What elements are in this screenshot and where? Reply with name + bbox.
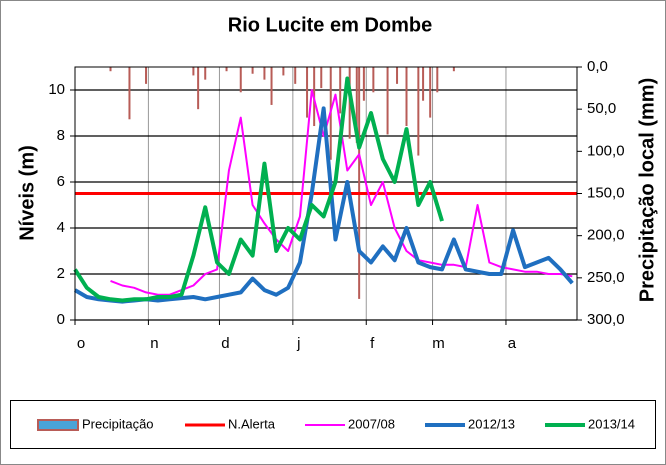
series-line xyxy=(73,106,574,304)
precip-bar xyxy=(270,67,273,105)
y2-tick-label: 250,0 xyxy=(587,269,625,286)
precip-bar xyxy=(396,67,399,84)
y-tick-label: 0 xyxy=(57,311,65,328)
y-tick-label: 6 xyxy=(57,173,65,190)
x-tick-label: f xyxy=(370,335,375,352)
x-tick-label: n xyxy=(150,335,158,352)
precip-bar xyxy=(417,67,420,156)
precip-bar xyxy=(197,67,200,110)
x-tick-label: a xyxy=(508,335,517,352)
series-line xyxy=(73,76,444,303)
precip-bar xyxy=(306,67,309,118)
legend-label: 2013/14 xyxy=(588,416,635,431)
chart-title: Rio Lucite em Dombe xyxy=(228,14,432,36)
x-tick-label: d xyxy=(221,335,229,352)
legend-label: Precipitação xyxy=(82,416,154,431)
precip-bar xyxy=(436,67,439,93)
x-tick-label: j xyxy=(296,335,300,352)
precip-bar xyxy=(372,67,375,93)
precip-bar xyxy=(145,67,148,84)
y-tick-label: 10 xyxy=(48,81,65,98)
precip-bar xyxy=(362,67,365,101)
legend-label: 2007/08 xyxy=(348,416,395,431)
precip-bar xyxy=(358,67,361,299)
precip-bar xyxy=(239,67,242,93)
precip-bar xyxy=(251,67,254,74)
legend-label: N.Alerta xyxy=(228,416,276,431)
precip-bar xyxy=(405,67,408,127)
precip-bar xyxy=(282,67,285,76)
precip-bar xyxy=(339,67,342,114)
x-tick-label: m xyxy=(432,335,445,352)
y-tick-label: 2 xyxy=(57,265,65,282)
y2-tick-label: 200,0 xyxy=(587,227,625,244)
y2-tick-label: 150,0 xyxy=(587,184,625,201)
precip-bar xyxy=(263,67,266,80)
precip-bar xyxy=(429,67,432,118)
precip-bar xyxy=(109,67,112,72)
x-tick-label: o xyxy=(77,335,85,352)
precip-bar xyxy=(422,67,425,101)
y2-axis-label: Precipitação local (mm) xyxy=(636,78,658,303)
y2-tick-label: 100,0 xyxy=(587,142,625,159)
plot-border xyxy=(74,66,578,321)
precip-bar xyxy=(386,67,389,135)
precip-bar xyxy=(355,67,358,143)
y2-tick-label: 300,0 xyxy=(587,311,625,328)
y-axis-label: Níveis (m) xyxy=(16,145,38,241)
precip-bar xyxy=(320,67,323,89)
legend-label: 2012/13 xyxy=(468,416,515,431)
y2-tick-label: 50,0 xyxy=(587,100,616,117)
precip-bar xyxy=(192,67,195,76)
precip-bar xyxy=(452,67,455,72)
y-tick-label: 4 xyxy=(57,219,65,236)
precip-bar xyxy=(204,67,207,80)
precip-bar xyxy=(128,67,131,120)
precip-bar xyxy=(225,67,228,72)
y-tick-label: 8 xyxy=(57,127,65,144)
legend-swatch xyxy=(37,419,79,431)
precip-bar xyxy=(294,67,297,84)
y2-tick-label: 0,0 xyxy=(587,58,608,75)
